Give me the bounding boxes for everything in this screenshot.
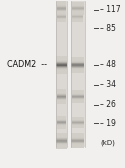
Text: (kD): (kD) xyxy=(101,140,116,146)
Text: – 85: – 85 xyxy=(100,24,115,33)
Bar xyxy=(71,1,85,147)
Text: – 19: – 19 xyxy=(100,119,115,128)
Text: CADM2  --: CADM2 -- xyxy=(7,60,47,69)
Text: – 26: – 26 xyxy=(100,100,115,109)
Text: – 48: – 48 xyxy=(100,60,115,69)
Text: – 34: – 34 xyxy=(100,80,116,89)
Bar xyxy=(56,1,67,147)
Text: – 117: – 117 xyxy=(100,5,120,14)
